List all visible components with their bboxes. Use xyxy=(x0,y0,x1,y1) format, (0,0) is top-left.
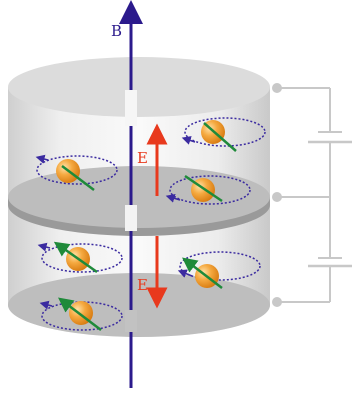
circuit xyxy=(277,87,352,303)
e-field-label-upper: E xyxy=(137,149,148,167)
particle-mid-right xyxy=(165,174,251,205)
particle-upper-right xyxy=(181,117,266,152)
e-field-label-lower: E xyxy=(137,276,148,294)
particle-upper-left xyxy=(35,154,118,191)
particle-lower-right xyxy=(177,251,261,289)
particle-bottom-left xyxy=(39,297,123,331)
particle-lower-left xyxy=(37,241,123,274)
b-field-label: B xyxy=(111,22,122,40)
cylinder-top xyxy=(8,57,270,117)
terminal-middle xyxy=(272,192,282,202)
terminal-bottom xyxy=(272,297,282,307)
middle-plate xyxy=(8,166,270,228)
terminal-top xyxy=(272,83,282,93)
